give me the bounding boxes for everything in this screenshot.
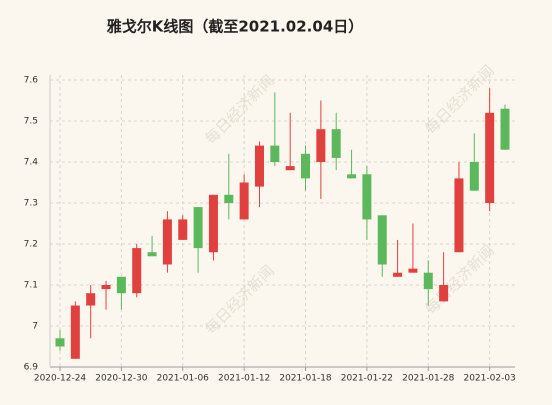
x-tick-label: 2021-01-18 bbox=[279, 374, 332, 384]
y-tick-label: 7.3 bbox=[24, 199, 38, 209]
candle-body bbox=[224, 194, 234, 203]
y-tick-label: 7.5 bbox=[24, 117, 38, 127]
candle-body bbox=[500, 108, 510, 150]
candle-body bbox=[193, 207, 203, 249]
x-tick-label: 2021-01-06 bbox=[157, 374, 210, 384]
candle-body bbox=[147, 252, 157, 257]
candle-body bbox=[55, 338, 65, 347]
x-tick-label: 2021-01-28 bbox=[402, 374, 455, 384]
candle-body bbox=[132, 248, 142, 294]
candle-body bbox=[316, 129, 326, 162]
x-tick-label: 2021-01-12 bbox=[218, 374, 270, 384]
candle-body bbox=[362, 174, 372, 220]
candle-body bbox=[285, 166, 295, 171]
watermark: 每日经济新闻 bbox=[421, 241, 497, 317]
y-tick-label: 7.6 bbox=[24, 76, 39, 86]
candle-body bbox=[178, 219, 188, 240]
candle-body bbox=[377, 215, 387, 265]
candle-body bbox=[162, 219, 172, 265]
x-tick-label: 2021-01-22 bbox=[341, 374, 393, 384]
candle-body bbox=[439, 285, 449, 302]
x-tick-label: 2021-02-03 bbox=[463, 374, 515, 384]
candle-body bbox=[208, 194, 218, 253]
y-tick-label: 7.1 bbox=[24, 281, 38, 291]
candle-body bbox=[469, 162, 479, 191]
x-tick-label: 2020-12-30 bbox=[95, 374, 148, 384]
y-tick-label: 6.9 bbox=[24, 363, 39, 373]
candle-body bbox=[70, 305, 80, 359]
candle-body bbox=[331, 129, 341, 158]
candle-body bbox=[408, 268, 418, 273]
candle-body bbox=[454, 178, 464, 253]
y-tick-label: 7.4 bbox=[24, 158, 39, 168]
candle-body bbox=[347, 174, 357, 179]
candle-body bbox=[239, 182, 249, 220]
candle-body bbox=[270, 145, 280, 162]
watermark: 每日经济新闻 bbox=[201, 71, 277, 147]
x-tick-label: 2020-12-24 bbox=[34, 374, 87, 384]
candle-body bbox=[423, 272, 433, 290]
candle-body bbox=[101, 285, 111, 290]
y-tick-label: 7 bbox=[32, 322, 38, 332]
candle-body bbox=[86, 293, 96, 306]
y-tick-label: 7.2 bbox=[24, 240, 38, 250]
candle-body bbox=[393, 272, 403, 277]
candle-body bbox=[116, 276, 126, 294]
candle-body bbox=[254, 145, 264, 187]
chart-title: 雅戈尔K线图（截至2021.02.04日） bbox=[106, 18, 364, 36]
candle-body bbox=[301, 153, 311, 179]
candle-body bbox=[485, 112, 495, 203]
